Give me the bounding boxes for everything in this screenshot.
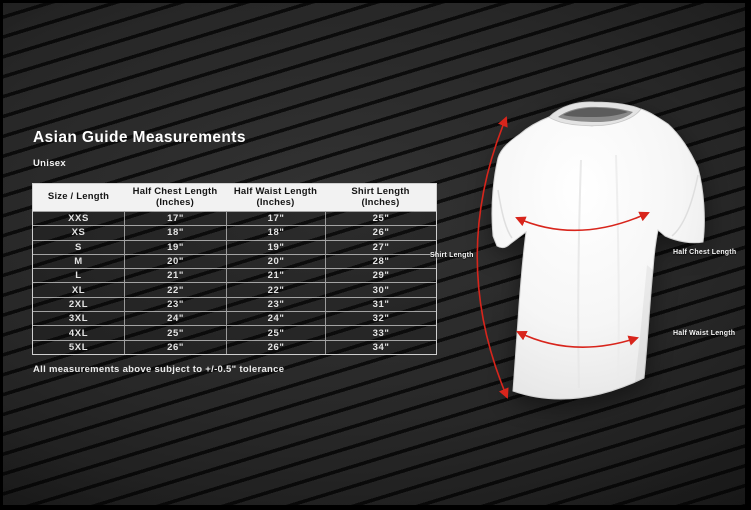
table-cell: 31"	[325, 297, 436, 312]
table-row: XS 18" 18" 26"	[33, 225, 436, 240]
table-cell: 28"	[325, 254, 436, 269]
table-cell: 22"	[226, 283, 325, 297]
table-cell: XL	[71, 284, 86, 296]
table-cell: 20"	[226, 254, 325, 269]
tshirt-silhouette	[491, 101, 705, 400]
table-cell: 24"	[124, 312, 226, 326]
column-header-shirt-length: Shirt Length (Inches)	[351, 185, 410, 208]
table-cell: 20"	[124, 254, 226, 269]
table-cell: 25"	[124, 326, 226, 340]
half-waist-length-label: Half Waist Length	[673, 330, 736, 337]
table-cell: M	[74, 256, 83, 268]
table-cell: 18"	[124, 226, 226, 240]
table-row: XXS 17" 17" 25"	[33, 211, 436, 226]
table-cell: 23"	[226, 297, 325, 312]
table-cell: XXS	[68, 213, 89, 225]
table-cell: 21"	[124, 269, 226, 283]
table-cell: 25"	[226, 326, 325, 340]
table-row: 2XL 23" 23" 31"	[33, 296, 436, 312]
tshirt-graphic	[476, 101, 705, 400]
table-header-row: Size / Length Half Chest Length (Inches)…	[33, 184, 436, 211]
table-cell: 23"	[124, 297, 226, 312]
table-cell: 34"	[325, 340, 436, 354]
table-cell: 5XL	[68, 341, 89, 353]
shirt-length-arrow	[476, 116, 509, 399]
tolerance-note: All measurements above subject to +/-0.5…	[33, 364, 285, 375]
size-measurements-table: Size / Length Half Chest Length (Inches)…	[32, 183, 437, 355]
table-cell: S	[75, 241, 82, 253]
table-cell: 33"	[325, 326, 436, 340]
table-cell: 4XL	[68, 327, 89, 339]
table-cell: 22"	[124, 283, 226, 297]
shirt-length-label: Shirt Length	[430, 252, 474, 259]
table-cell: 26"	[124, 340, 226, 354]
table-cell: 19"	[226, 240, 325, 254]
table-cell: 17"	[124, 212, 226, 226]
half-waist-arrow	[516, 330, 639, 348]
half-chest-arrow	[515, 211, 650, 232]
table-cell: 26"	[226, 340, 325, 354]
half-chest-length-label: Half Chest Length	[673, 249, 737, 256]
table-cell: L	[75, 270, 82, 282]
column-header-half-waist: Half Waist Length (Inches)	[233, 185, 318, 208]
table-cell: 27"	[325, 240, 436, 254]
table-cell: 2XL	[68, 298, 89, 310]
table-cell: 18"	[226, 226, 325, 240]
subtitle-unisex: Unisex	[33, 158, 66, 169]
table-row: S 19" 19" 27"	[33, 239, 436, 254]
neck-inner-shadow	[563, 107, 628, 117]
table-row: 3XL 24" 24" 32"	[33, 311, 436, 326]
column-header-size: Size / Length	[47, 191, 110, 203]
table-row: L 21" 21" 29"	[33, 268, 436, 283]
table-cell: 24"	[226, 312, 325, 326]
table-cell: 17"	[226, 212, 325, 226]
table-cell: XS	[71, 227, 86, 239]
table-cell: 3XL	[68, 313, 89, 325]
table-row: 5XL 26" 26" 34"	[33, 339, 436, 354]
table-row: M 20" 20" 28"	[33, 253, 436, 269]
table-cell: 21"	[226, 269, 325, 283]
table-cell: 29"	[325, 269, 436, 283]
table-row: 4XL 25" 25" 33"	[33, 325, 436, 340]
column-header-half-chest: Half Chest Length (Inches)	[132, 185, 218, 208]
table-cell: 19"	[124, 240, 226, 254]
page-title: Asian Guide Measurements	[33, 129, 246, 146]
table-cell: 26"	[325, 226, 436, 240]
table-cell: 25"	[325, 212, 436, 226]
table-cell: 30"	[325, 283, 436, 297]
table-cell: 32"	[325, 312, 436, 326]
table-row: XL 22" 22" 30"	[33, 282, 436, 297]
